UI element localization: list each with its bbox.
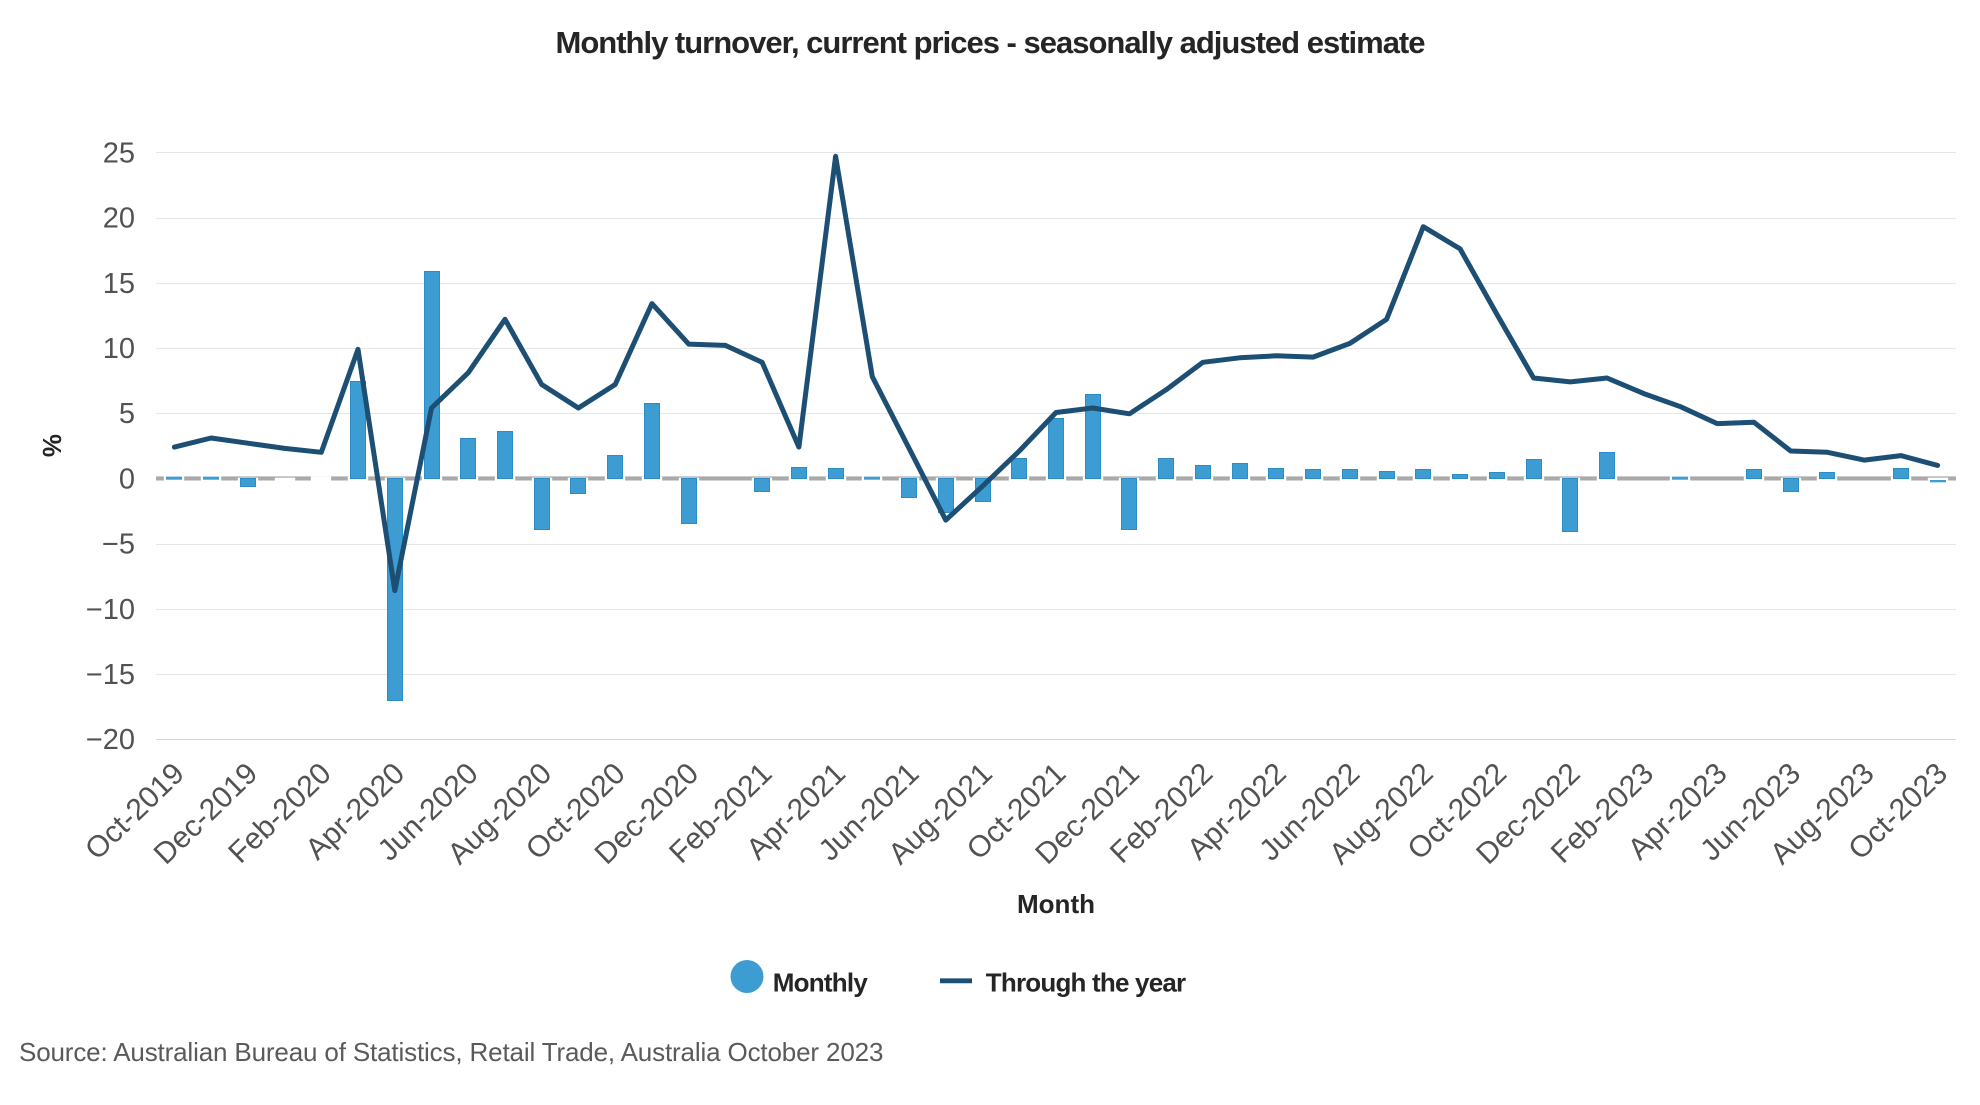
svg-text:Monthly: Monthly [773,967,869,997]
svg-text:0: 0 [119,463,135,495]
svg-text:5: 5 [119,398,135,430]
svg-text:−15: −15 [86,659,135,691]
svg-text:Through the year: Through the year [986,967,1186,997]
svg-text:−10: −10 [86,594,135,626]
svg-text:Source: Australian Bureau of S: Source: Australian Bureau of Statistics,… [19,1037,883,1067]
svg-text:Monthly turnover, current pric: Monthly turnover, current prices - seaso… [556,25,1426,60]
svg-text:−20: −20 [86,724,135,756]
svg-text:Month: Month [1017,889,1095,919]
svg-text:10: 10 [103,333,135,365]
svg-text:20: 20 [103,203,135,235]
svg-text:−5: −5 [102,529,135,561]
svg-text:%: % [37,434,67,457]
svg-text:25: 25 [103,137,135,169]
svg-text:15: 15 [103,268,135,300]
